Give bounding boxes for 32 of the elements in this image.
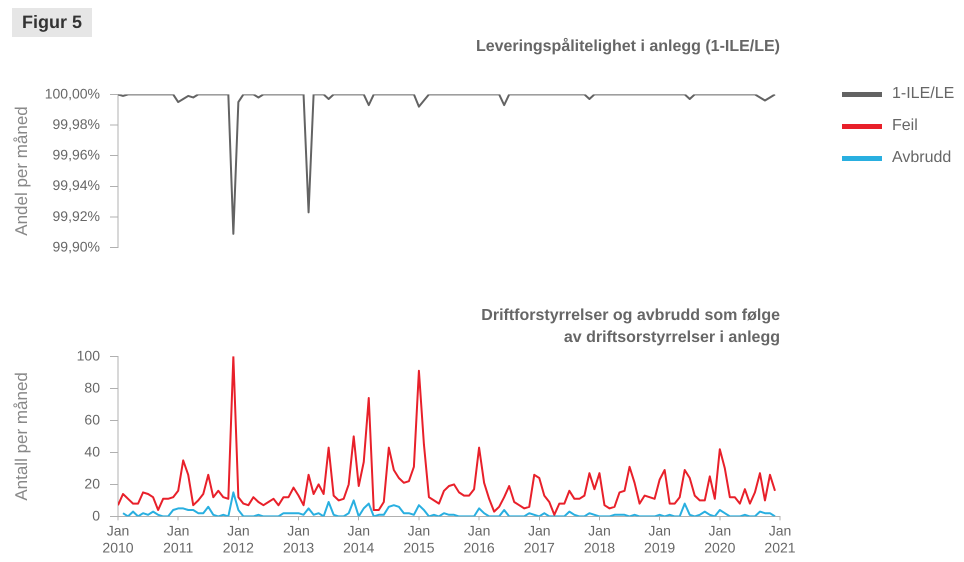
x-tick-label: Jan 2016	[464, 522, 495, 556]
chart-title: Leveringspålitelighet i anlegg (1-ILE/LE)	[476, 36, 780, 57]
y-tick-label: 99,96%	[52, 146, 100, 163]
y-tick-label: 100	[76, 347, 100, 364]
y-tick-label: 100,00%	[44, 85, 100, 102]
x-tick-label: Jan 2010	[102, 522, 134, 556]
x-tick-label: Jan 2013	[282, 522, 314, 556]
text: Figur 5	[12, 8, 92, 37]
y-tick-label: 0	[92, 507, 100, 524]
y-tick-label: 99,92%	[52, 208, 100, 224]
legend-label: Avbrudd	[892, 149, 952, 167]
x-tick-label: Jan 2017	[524, 522, 556, 556]
x-tick-label: Jan 2021	[764, 522, 796, 556]
legend-label: 1-ILE/LE	[892, 85, 954, 103]
y-tick-label: 40	[84, 443, 100, 460]
y-tick-label: 99,98%	[52, 116, 100, 132]
legend-label: Feil	[892, 117, 918, 135]
x-tick-label: Jan 2020	[704, 522, 736, 556]
x-tick-label: Jan 2011	[163, 522, 194, 556]
y-axis-title: Antall per måned	[12, 372, 31, 501]
x-tick-label: Jan 2019	[644, 522, 676, 556]
x-tick-label: Jan 2015	[403, 522, 435, 556]
x-tick-label: Jan 2012	[222, 522, 254, 556]
x-tick-label: Jan 2014	[343, 522, 375, 556]
x-tick-label: Jan 2018	[584, 522, 616, 556]
y-axis-title: Andel per måned	[12, 106, 31, 236]
y-tick-label: 99,90%	[52, 238, 100, 254]
chart-title: Driftforstyrrelser og avbrudd som følge av driftsorstyrrelser i anlegg	[481, 306, 780, 348]
y-tick-label: 20	[84, 475, 100, 492]
y-tick-label: 60	[84, 411, 100, 428]
y-tick-label: 99,94%	[52, 177, 100, 194]
y-tick-label: 80	[84, 379, 100, 396]
